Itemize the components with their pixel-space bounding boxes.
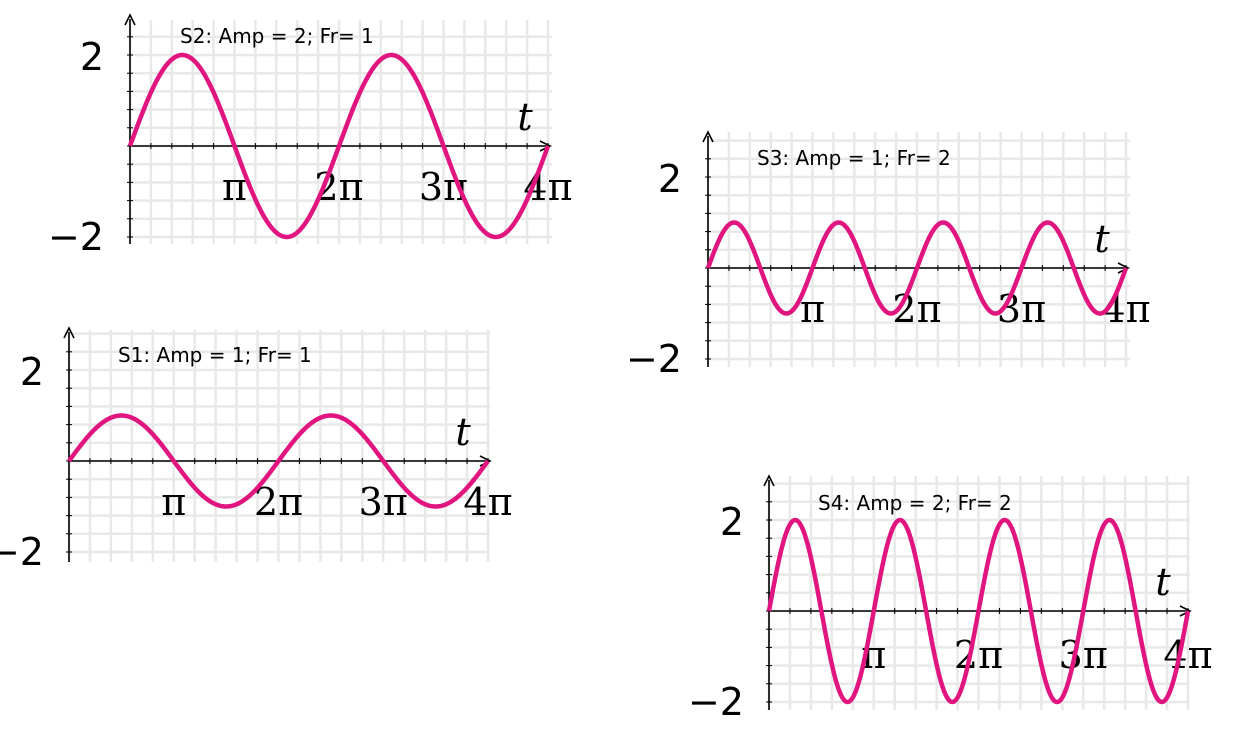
x-axis-label: t bbox=[517, 95, 533, 139]
series-annotation: S2: Amp = 2; Fr= 1 bbox=[180, 24, 374, 48]
x-axis-arrow-icon bbox=[1179, 605, 1192, 617]
x-axis-label: t bbox=[455, 410, 471, 454]
y-tick-label: 2 bbox=[20, 350, 44, 394]
x-tick-label: 3π bbox=[1059, 633, 1108, 677]
x-tick-label: 2π bbox=[954, 633, 1003, 677]
x-tick-label: 3π bbox=[359, 480, 408, 524]
y-tick-label: 2 bbox=[720, 500, 744, 544]
x-axis-label: t bbox=[1094, 217, 1110, 261]
y-tick-label: −2 bbox=[626, 337, 682, 381]
y-tick-label: 2 bbox=[658, 157, 682, 201]
grid-lines bbox=[67, 330, 490, 562]
chart-panel-3: 2 −2 π 2π 3π 4π t S1: Amp = 1; Fr= 1 bbox=[0, 326, 513, 574]
sine-curve bbox=[766, 517, 1191, 705]
x-axis-arrow-icon bbox=[539, 140, 552, 152]
x-tick-label: 4π bbox=[463, 480, 512, 524]
y-tick-label: −2 bbox=[688, 680, 744, 724]
series-annotation: S4: Amp = 2; Fr= 2 bbox=[818, 491, 1012, 515]
sine-curve bbox=[67, 413, 490, 509]
sine-curve bbox=[705, 220, 1129, 316]
y-axis-arrow-icon bbox=[63, 326, 75, 339]
x-axis-label: t bbox=[1155, 560, 1171, 604]
grid-lines bbox=[128, 20, 552, 244]
y-tick-label: −2 bbox=[0, 530, 44, 574]
y-axis-arrow-icon bbox=[702, 130, 714, 143]
y-tick-label: 2 bbox=[80, 35, 104, 79]
x-axis-arrow-icon bbox=[1117, 262, 1130, 274]
y-axis-arrow-icon bbox=[124, 13, 136, 26]
x-tick-label: 4π bbox=[1163, 633, 1212, 677]
y-tick-label: −2 bbox=[48, 215, 104, 259]
y-axis-arrow-icon bbox=[763, 474, 775, 487]
series-annotation: S3: Amp = 1; Fr= 2 bbox=[757, 146, 951, 170]
x-tick-label: π bbox=[161, 480, 186, 524]
series-annotation: S1: Amp = 1; Fr= 1 bbox=[118, 343, 312, 367]
x-tick-label: 2π bbox=[254, 480, 303, 524]
sine-curve bbox=[127, 52, 551, 240]
